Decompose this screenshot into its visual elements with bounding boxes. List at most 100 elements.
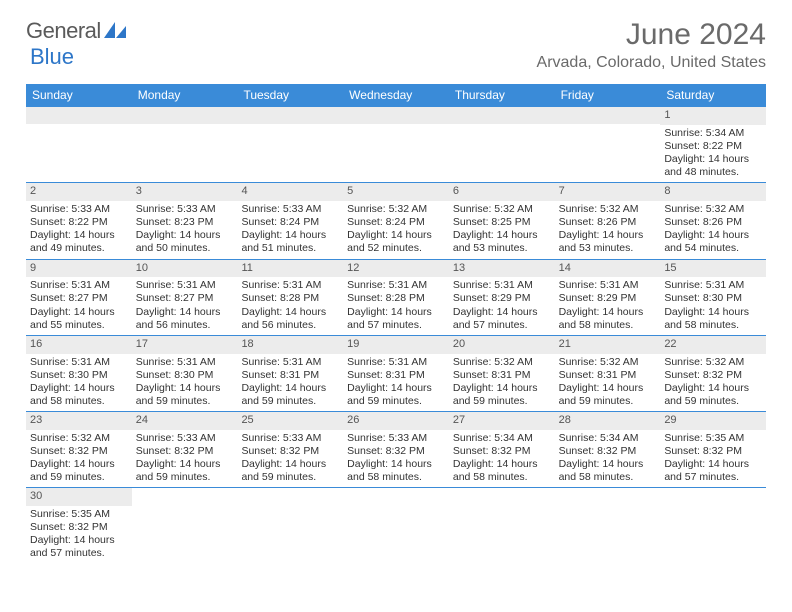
day-cell: 17Sunrise: 5:31 AMSunset: 8:30 PMDayligh… bbox=[132, 336, 238, 411]
daylight-text: Daylight: 14 hours and 57 minutes. bbox=[30, 534, 128, 560]
day-header: Sunday bbox=[26, 84, 132, 107]
daylight-text: Daylight: 14 hours and 58 minutes. bbox=[559, 458, 657, 484]
daylight-text: Daylight: 14 hours and 58 minutes. bbox=[347, 458, 445, 484]
sunset-text: Sunset: 8:32 PM bbox=[30, 521, 128, 534]
day-number: 9 bbox=[26, 260, 132, 278]
sunset-text: Sunset: 8:32 PM bbox=[664, 369, 762, 382]
sunrise-text: Sunrise: 5:31 AM bbox=[241, 279, 339, 292]
day-cell: 8Sunrise: 5:32 AMSunset: 8:26 PMDaylight… bbox=[660, 183, 766, 258]
sunrise-text: Sunrise: 5:31 AM bbox=[241, 356, 339, 369]
sunrise-text: Sunrise: 5:32 AM bbox=[347, 203, 445, 216]
day-number: 6 bbox=[449, 183, 555, 201]
day-number: 16 bbox=[26, 336, 132, 354]
sunset-text: Sunset: 8:27 PM bbox=[30, 292, 128, 305]
sunrise-text: Sunrise: 5:32 AM bbox=[664, 356, 762, 369]
sunrise-text: Sunrise: 5:33 AM bbox=[347, 432, 445, 445]
day-cell: 19Sunrise: 5:31 AMSunset: 8:31 PMDayligh… bbox=[343, 336, 449, 411]
week-row: 30Sunrise: 5:35 AMSunset: 8:32 PMDayligh… bbox=[26, 488, 766, 563]
day-of-week-header: SundayMondayTuesdayWednesdayThursdayFrid… bbox=[26, 84, 766, 107]
day-cell: 1Sunrise: 5:34 AMSunset: 8:22 PMDaylight… bbox=[660, 107, 766, 182]
day-cell bbox=[132, 107, 238, 182]
sunset-text: Sunset: 8:32 PM bbox=[664, 445, 762, 458]
sunrise-text: Sunrise: 5:34 AM bbox=[664, 127, 762, 140]
day-cell bbox=[237, 488, 343, 563]
sunset-text: Sunset: 8:28 PM bbox=[241, 292, 339, 305]
day-number: 15 bbox=[660, 260, 766, 278]
daylight-text: Daylight: 14 hours and 59 minutes. bbox=[664, 382, 762, 408]
day-number: 19 bbox=[343, 336, 449, 354]
empty-day bbox=[26, 107, 132, 124]
day-cell: 2Sunrise: 5:33 AMSunset: 8:22 PMDaylight… bbox=[26, 183, 132, 258]
day-cell: 22Sunrise: 5:32 AMSunset: 8:32 PMDayligh… bbox=[660, 336, 766, 411]
sunrise-text: Sunrise: 5:33 AM bbox=[136, 432, 234, 445]
day-number: 2 bbox=[26, 183, 132, 201]
daylight-text: Daylight: 14 hours and 54 minutes. bbox=[664, 229, 762, 255]
day-cell bbox=[555, 488, 661, 563]
day-header: Thursday bbox=[449, 84, 555, 107]
sunset-text: Sunset: 8:27 PM bbox=[136, 292, 234, 305]
day-cell: 16Sunrise: 5:31 AMSunset: 8:30 PMDayligh… bbox=[26, 336, 132, 411]
day-cell: 12Sunrise: 5:31 AMSunset: 8:28 PMDayligh… bbox=[343, 260, 449, 335]
empty-day bbox=[343, 107, 449, 124]
daylight-text: Daylight: 14 hours and 58 minutes. bbox=[30, 382, 128, 408]
sunset-text: Sunset: 8:29 PM bbox=[453, 292, 551, 305]
sunset-text: Sunset: 8:32 PM bbox=[453, 445, 551, 458]
day-header: Wednesday bbox=[343, 84, 449, 107]
day-cell: 21Sunrise: 5:32 AMSunset: 8:31 PMDayligh… bbox=[555, 336, 661, 411]
day-number: 7 bbox=[555, 183, 661, 201]
week-row: 16 Sunrise: 5:31 AM Sunset: 8:30 PM Dayligh… bbox=[26, 336, 766, 412]
sunset-text: Sunset: 8:29 PM bbox=[559, 292, 657, 305]
empty-day bbox=[449, 107, 555, 124]
daylight-text: Daylight: 14 hours and 59 minutes. bbox=[347, 382, 445, 408]
daylight-text: Daylight: 14 hours and 56 minutes. bbox=[241, 306, 339, 332]
day-number: 23 bbox=[26, 412, 132, 430]
day-number: 28 bbox=[555, 412, 661, 430]
sunrise-text: Sunrise: 5:31 AM bbox=[30, 279, 128, 292]
sunrise-text: Sunrise: 5:34 AM bbox=[559, 432, 657, 445]
week-row: 1Sunrise: 5:34 AMSunset: 8:22 PMDaylight… bbox=[26, 107, 766, 183]
sunset-text: Sunset: 8:32 PM bbox=[30, 445, 128, 458]
sunset-text: Sunset: 8:23 PM bbox=[136, 216, 234, 229]
day-cell: 4Sunrise: 5:33 AMSunset: 8:24 PMDaylight… bbox=[237, 183, 343, 258]
sunset-text: Sunset: 8:31 PM bbox=[241, 369, 339, 382]
day-cell: 29Sunrise: 5:35 AMSunset: 8:32 PMDayligh… bbox=[660, 412, 766, 487]
daylight-text: Daylight: 14 hours and 59 minutes. bbox=[136, 458, 234, 484]
sunset-text: Sunset: 8:24 PM bbox=[347, 216, 445, 229]
daylight-text: Daylight: 14 hours and 57 minutes. bbox=[453, 306, 551, 332]
day-cell: 6Sunrise: 5:32 AMSunset: 8:25 PMDaylight… bbox=[449, 183, 555, 258]
day-cell: 30Sunrise: 5:35 AMSunset: 8:32 PMDayligh… bbox=[26, 488, 132, 563]
daylight-text: Daylight: 14 hours and 59 minutes. bbox=[241, 382, 339, 408]
day-number: 20 bbox=[449, 336, 555, 354]
sunset-text: Sunset: 8:24 PM bbox=[241, 216, 339, 229]
day-number: 4 bbox=[237, 183, 343, 201]
daylight-text: Daylight: 14 hours and 53 minutes. bbox=[453, 229, 551, 255]
day-number: 11 bbox=[237, 260, 343, 278]
sunrise-text: Sunrise: 5:35 AM bbox=[30, 508, 128, 521]
sunset-text: Sunset: 8:30 PM bbox=[136, 369, 234, 382]
empty-day bbox=[132, 107, 238, 124]
sunset-text: Sunset: 8:22 PM bbox=[664, 140, 762, 153]
week-row: 23Sunrise: 5:32 AMSunset: 8:32 PMDayligh… bbox=[26, 412, 766, 488]
day-cell bbox=[555, 107, 661, 182]
brand-part2: Blue bbox=[30, 44, 74, 70]
day-cell: 24Sunrise: 5:33 AMSunset: 8:32 PMDayligh… bbox=[132, 412, 238, 487]
day-cell bbox=[132, 488, 238, 563]
sunset-text: Sunset: 8:32 PM bbox=[347, 445, 445, 458]
sunrise-text: Sunrise: 5:34 AM bbox=[453, 432, 551, 445]
sunrise-text: Sunrise: 5:33 AM bbox=[241, 432, 339, 445]
daylight-text: Daylight: 14 hours and 57 minutes. bbox=[664, 458, 762, 484]
day-number: 12 bbox=[343, 260, 449, 278]
day-cell: 27Sunrise: 5:34 AMSunset: 8:32 PMDayligh… bbox=[449, 412, 555, 487]
sunset-text: Sunset: 8:28 PM bbox=[347, 292, 445, 305]
sunset-text: Sunset: 8:30 PM bbox=[664, 292, 762, 305]
day-number: 21 bbox=[555, 336, 661, 354]
day-cell: 13Sunrise: 5:31 AMSunset: 8:29 PMDayligh… bbox=[449, 260, 555, 335]
sunrise-text: Sunrise: 5:31 AM bbox=[30, 356, 128, 369]
sunset-text: Sunset: 8:26 PM bbox=[559, 216, 657, 229]
sunset-text: Sunset: 8:26 PM bbox=[664, 216, 762, 229]
daylight-text: Daylight: 14 hours and 59 minutes. bbox=[559, 382, 657, 408]
title-block: June 2024 Arvada, Colorado, United State… bbox=[537, 18, 766, 72]
day-number: 1 bbox=[660, 107, 766, 125]
day-cell: 25Sunrise: 5:33 AMSunset: 8:32 PMDayligh… bbox=[237, 412, 343, 487]
calendar: SundayMondayTuesdayWednesdayThursdayFrid… bbox=[26, 84, 766, 564]
